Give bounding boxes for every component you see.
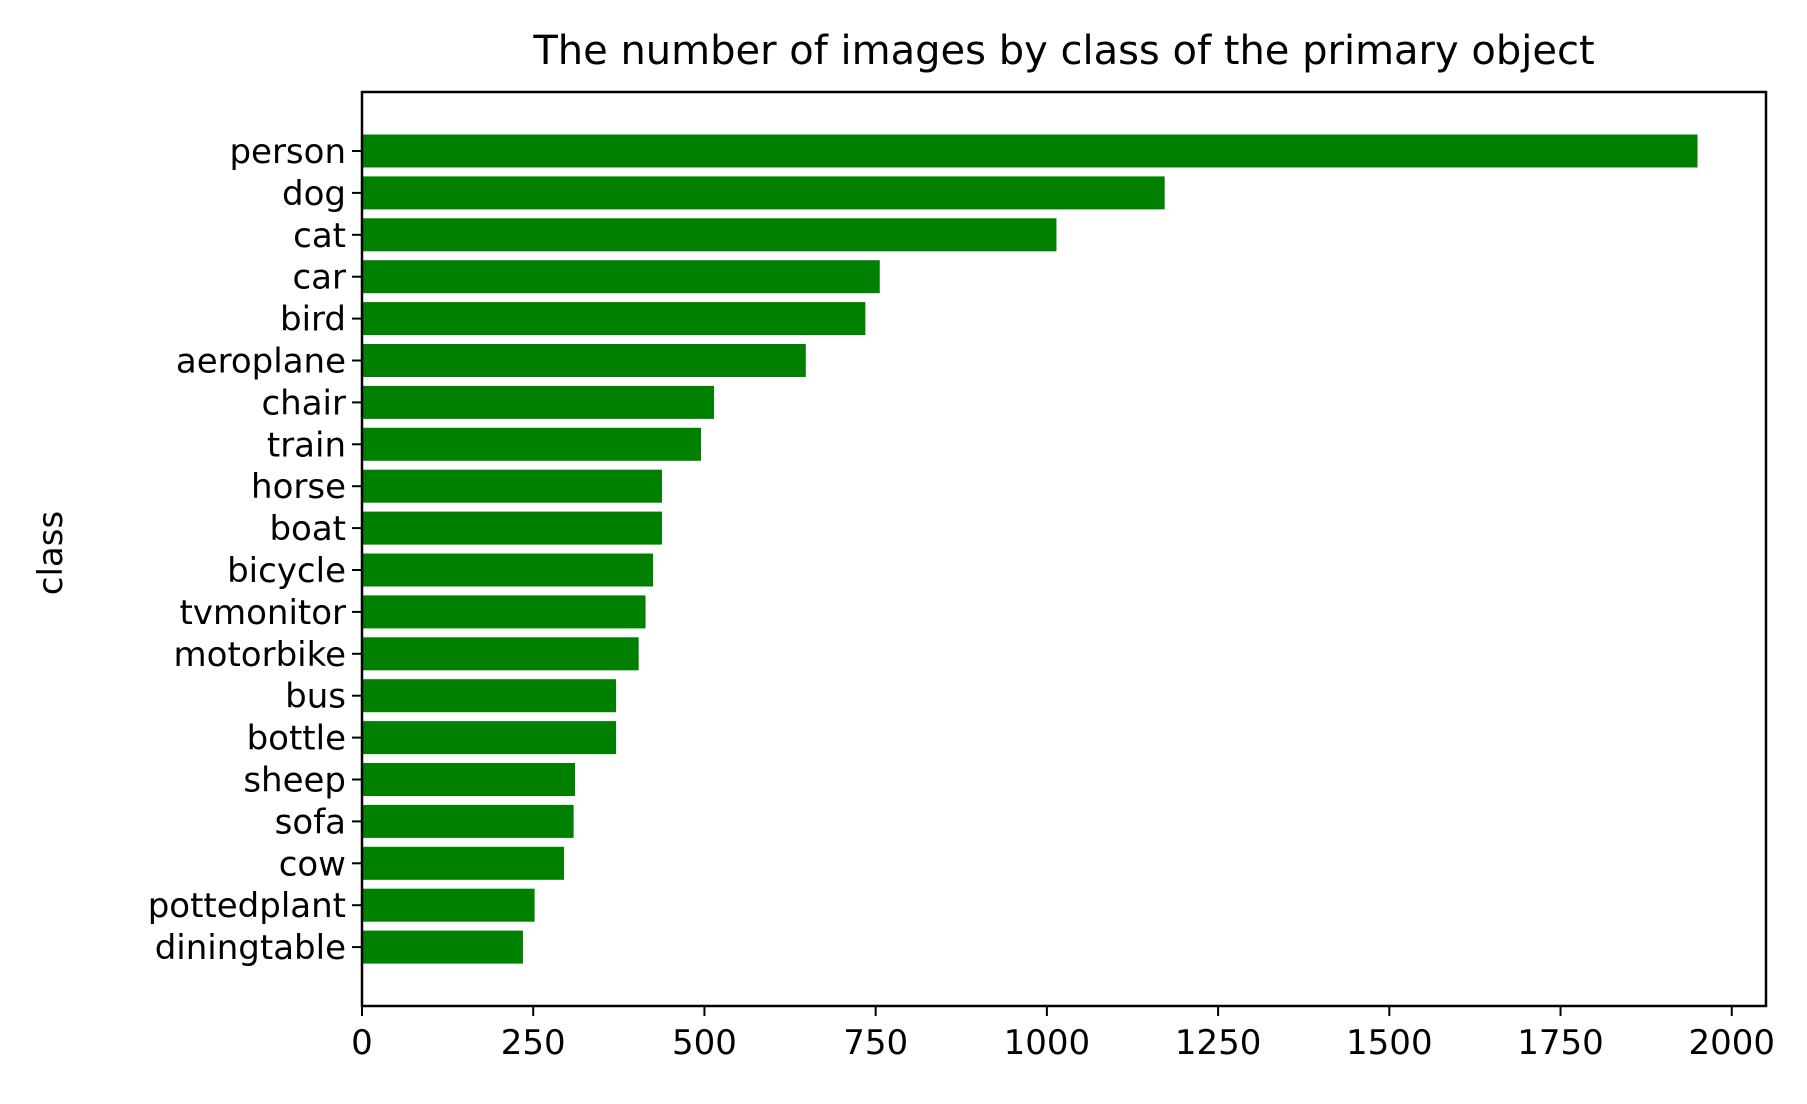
bar-bird xyxy=(362,302,866,336)
y-axis-label: class xyxy=(31,511,71,595)
y-tick-label: cow xyxy=(279,844,346,884)
y-tick-label: bus xyxy=(285,677,346,717)
x-tick-label: 1500 xyxy=(1346,1023,1433,1063)
x-tick-label: 2000 xyxy=(1688,1023,1775,1063)
bar-car xyxy=(362,260,880,294)
x-tick-label: 750 xyxy=(843,1023,908,1063)
y-tick-label: cat xyxy=(293,216,346,256)
y-tick-label: horse xyxy=(251,467,346,507)
y-tick-label: motorbike xyxy=(174,635,346,675)
y-tick-label: diningtable xyxy=(155,928,346,968)
bar-diningtable xyxy=(362,930,523,964)
x-ticks-layer: 0 250 500 750 1000 1250 1500 1750 2000 xyxy=(351,1006,1775,1063)
y-tick-label: bird xyxy=(280,300,346,340)
y-ticks-layer: persondogcatcarbirdaeroplanechairtrainho… xyxy=(148,132,362,968)
plot-frame xyxy=(360,90,1768,1008)
bars-layer xyxy=(362,134,1698,964)
chart-title: The number of images by class of the pri… xyxy=(532,28,1594,74)
bar-sofa xyxy=(362,804,574,838)
bar-chair xyxy=(362,385,715,419)
bar-bicycle xyxy=(362,553,654,587)
bar-horse xyxy=(362,469,662,503)
x-tick-label: 1750 xyxy=(1517,1023,1604,1063)
x-tick-label: 250 xyxy=(501,1023,566,1063)
bar-boat xyxy=(362,511,662,545)
bar-dog xyxy=(362,176,1165,210)
x-tick-label: 0 xyxy=(351,1023,373,1063)
y-tick-label: sheep xyxy=(243,761,346,801)
bar-bus xyxy=(362,679,617,713)
x-tick-label: 1000 xyxy=(1004,1023,1091,1063)
bar-aeroplane xyxy=(362,344,806,377)
y-tick-label: dog xyxy=(282,174,346,214)
bar-cow xyxy=(362,846,565,880)
bar-motorbike xyxy=(362,637,639,671)
y-tick-label: bicycle xyxy=(227,551,346,591)
y-tick-label: pottedplant xyxy=(148,886,346,926)
bar-sheep xyxy=(362,763,575,796)
y-tick-label: train xyxy=(267,425,346,465)
y-tick-label: tvmonitor xyxy=(180,593,347,633)
bar-cat xyxy=(362,218,1057,252)
bar-pottedplant xyxy=(362,888,535,922)
bar-tvmonitor xyxy=(362,595,646,629)
y-tick-label: car xyxy=(292,258,346,298)
y-tick-label: aeroplane xyxy=(176,342,346,382)
y-tick-label: bottle xyxy=(247,719,346,759)
y-tick-label: boat xyxy=(269,509,346,549)
bar-bottle xyxy=(362,721,617,755)
y-tick-label: person xyxy=(229,132,346,172)
bar-train xyxy=(362,427,702,461)
y-tick-label: sofa xyxy=(275,802,346,842)
y-tick-label: chair xyxy=(261,383,346,423)
bar-person xyxy=(362,134,1698,168)
x-tick-label: 500 xyxy=(672,1023,737,1063)
x-tick-label: 1250 xyxy=(1175,1023,1262,1063)
